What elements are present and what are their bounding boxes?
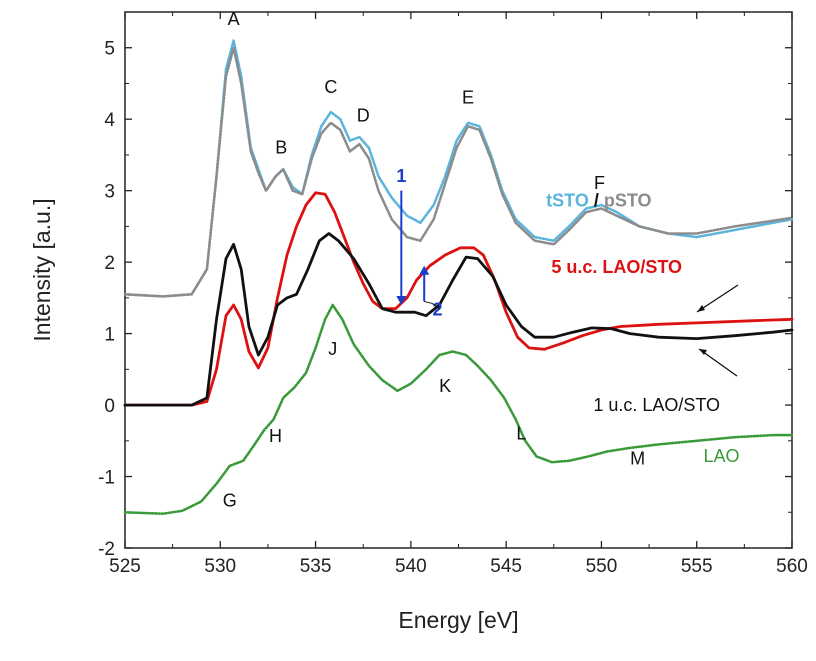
x-tick-label: 525 xyxy=(109,556,141,577)
peak-label-a: A xyxy=(228,9,240,29)
peak-label-m: M xyxy=(630,448,645,468)
peak-label-g: G xyxy=(223,491,237,511)
x-tick-label: 540 xyxy=(395,556,427,577)
x-axis-title: Energy [eV] xyxy=(398,607,518,633)
series-label-tsto-psto: tSTO / pSTO xyxy=(546,190,651,210)
peak-label-c: C xyxy=(324,77,337,97)
series-line-5-u-c-lao-sto xyxy=(123,191,794,407)
pointer-1uc-head xyxy=(699,349,707,355)
peak-label-d: D xyxy=(357,105,370,125)
series-label-1uc: 1 u.c. LAO/STO xyxy=(593,395,720,415)
y-tick-label: 1 xyxy=(104,325,115,346)
pointer-5uc-head xyxy=(697,305,705,312)
y-tick-label: -1 xyxy=(98,468,115,489)
x-tick-label: 545 xyxy=(490,556,522,577)
y-axis-title: Intensity [a.u.] xyxy=(29,198,55,341)
series-label-5uc: 5 u.c. LAO/STO xyxy=(551,257,682,277)
peak-label-e: E xyxy=(462,87,474,107)
x-tick-label: 535 xyxy=(300,556,332,577)
x-tick-label: 560 xyxy=(776,556,808,577)
arrow-2-connector xyxy=(424,300,441,309)
peak-label-f: F xyxy=(594,173,605,193)
arrow-1-label: 1 xyxy=(396,166,406,186)
x-tick-label: 555 xyxy=(681,556,713,577)
plot-area: 525 530 535 540 545 550 555 560 -2 -1 0 1 2 3 4 5 Energy… xyxy=(29,9,808,633)
y-tick-label: 3 xyxy=(104,182,115,203)
psto-label: pSTO xyxy=(604,190,652,210)
peak-label-h: H xyxy=(269,426,282,446)
peak-label-b: B xyxy=(275,138,287,158)
peak-label-l: L xyxy=(516,423,526,443)
series-line-lao xyxy=(123,303,794,515)
x-tick-label: 530 xyxy=(204,556,236,577)
peak-label-j: J xyxy=(328,339,337,359)
y-tick-label: -2 xyxy=(98,539,115,560)
y-tick-label: 0 xyxy=(104,396,115,417)
series-label-lao: LAO xyxy=(703,446,739,466)
pointer-5uc xyxy=(696,284,739,313)
arrow-2-head xyxy=(419,265,430,275)
x-tick-label: 550 xyxy=(586,556,618,577)
slash-label: / xyxy=(589,190,604,210)
series-line-1-u-c-lao-sto xyxy=(123,232,794,407)
tsto-label: tSTO xyxy=(546,190,589,210)
series-line-psto xyxy=(123,46,794,298)
y-tick-label: 5 xyxy=(104,39,115,60)
pointer-1uc xyxy=(698,348,738,377)
arrow-2-label: 2 xyxy=(433,300,443,320)
y-tick-label: 2 xyxy=(104,253,115,274)
y-tick-label: 4 xyxy=(104,110,115,131)
peak-label-k: K xyxy=(439,376,451,396)
arrow-1-head xyxy=(396,296,407,306)
